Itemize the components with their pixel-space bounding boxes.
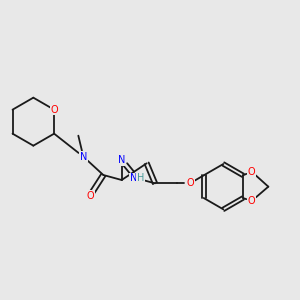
Text: O: O bbox=[248, 167, 256, 177]
Text: N: N bbox=[130, 173, 137, 183]
Text: O: O bbox=[248, 196, 256, 206]
Text: H: H bbox=[136, 173, 144, 183]
Text: O: O bbox=[186, 178, 194, 188]
Text: N: N bbox=[118, 155, 125, 165]
Text: O: O bbox=[86, 191, 94, 201]
Text: N: N bbox=[80, 152, 87, 162]
Text: O: O bbox=[50, 105, 58, 115]
